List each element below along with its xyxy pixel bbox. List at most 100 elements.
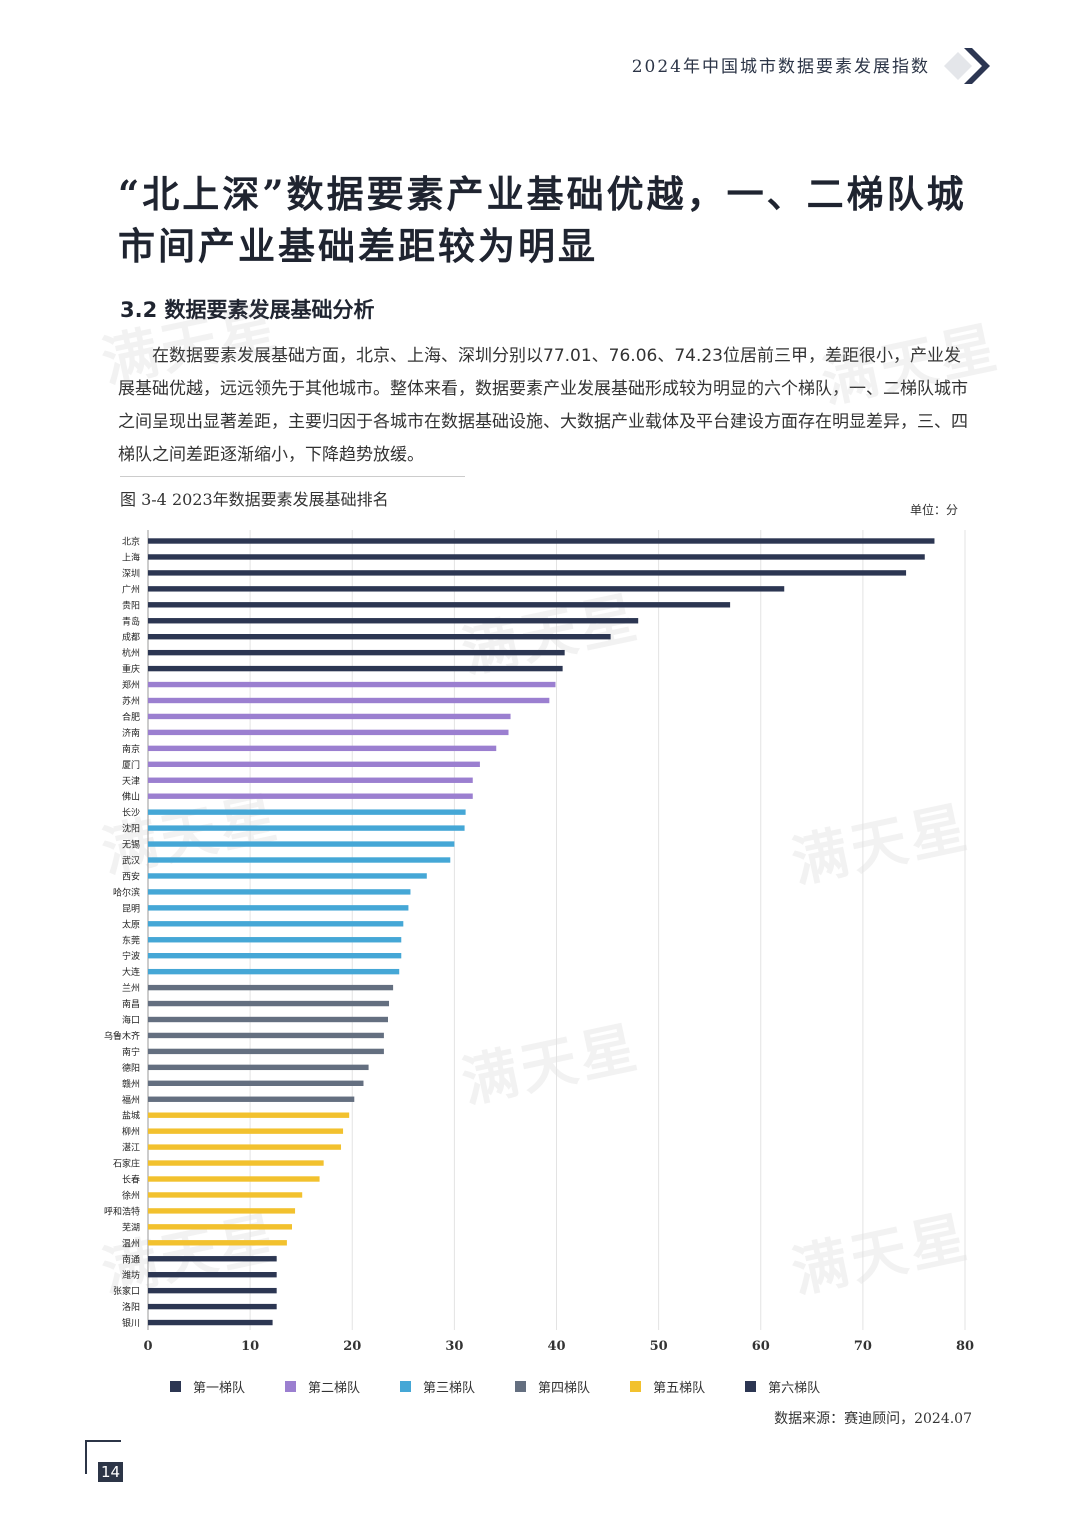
category-label: 南昌 xyxy=(122,998,140,1010)
figure-caption: 图 3-4 2023年数据要素发展基础排名 xyxy=(120,490,389,509)
category-label: 盐城 xyxy=(122,1110,140,1122)
category-label: 赣州 xyxy=(122,1078,140,1090)
bar xyxy=(148,1128,344,1134)
legend-item: 第六梯队 xyxy=(745,1377,820,1396)
bar xyxy=(148,857,451,863)
bar xyxy=(148,602,731,608)
category-label: 济南 xyxy=(122,727,140,739)
figure-divider xyxy=(120,476,465,477)
legend-label: 第一梯队 xyxy=(193,1381,246,1396)
category-label: 大连 xyxy=(122,966,140,978)
page-number: 14 xyxy=(98,1462,124,1482)
bar xyxy=(148,1256,277,1262)
category-label: 杭州 xyxy=(122,647,140,659)
bar xyxy=(148,953,402,959)
category-label: 合肥 xyxy=(122,711,140,723)
legend-item: 第五梯队 xyxy=(630,1377,705,1396)
header-logo-icon xyxy=(944,48,990,84)
bar xyxy=(148,554,925,560)
category-label: 德阳 xyxy=(122,1062,140,1074)
category-label: 湛江 xyxy=(122,1143,140,1154)
bar xyxy=(148,1064,369,1071)
category-label: 张家口 xyxy=(113,1285,140,1297)
bar xyxy=(148,793,473,799)
bar xyxy=(148,937,402,943)
bar xyxy=(148,1048,384,1055)
legend-swatch xyxy=(515,1381,527,1392)
bar xyxy=(148,713,511,720)
header-title: 2024年中国城市数据要素发展指数 xyxy=(631,57,930,77)
bar xyxy=(148,665,563,672)
bar-chart: 0 10 20 30 40 50 60 70 80 北京上海深圳广州贵阳青岛成都杭州重庆郑州苏州合… xyxy=(104,530,974,1354)
page-number-frame xyxy=(85,1440,121,1474)
category-label: 郑州 xyxy=(122,679,140,691)
category-label: 长沙 xyxy=(122,807,140,819)
legend-swatch xyxy=(285,1381,297,1392)
bar xyxy=(148,729,509,736)
category-label: 广州 xyxy=(122,583,140,595)
body-paragraph: 在数据要素发展基础方面，北京、上海、深圳分别以77.01、76.06、74.23… xyxy=(118,346,968,465)
category-label: 乌鲁木齐 xyxy=(104,1030,140,1042)
category-label: 芜湖 xyxy=(122,1221,140,1233)
x-tick-label: 50 xyxy=(650,1339,668,1354)
bar xyxy=(148,777,473,783)
bar xyxy=(148,905,409,911)
legend-item: 第四梯队 xyxy=(515,1377,590,1396)
bar xyxy=(148,1176,320,1182)
legend-item: 第三梯队 xyxy=(400,1377,475,1396)
bar xyxy=(148,1272,277,1278)
bar xyxy=(148,570,907,576)
bar xyxy=(148,745,497,752)
category-label: 太原 xyxy=(122,918,140,930)
category-label: 北京 xyxy=(122,536,140,548)
category-label: 武汉 xyxy=(122,855,140,867)
category-label: 成都 xyxy=(122,631,140,643)
category-label: 苏州 xyxy=(122,695,140,707)
page-title: “北上深”数据要素产业基础优越，一、二梯队城市间产业基础差距较为明显 xyxy=(118,172,967,268)
bar xyxy=(148,1000,390,1007)
category-label: 柳州 xyxy=(122,1126,140,1138)
category-label: 福州 xyxy=(122,1094,140,1106)
category-label: 石家庄 xyxy=(113,1158,140,1170)
category-label: 呼和浩特 xyxy=(104,1205,140,1217)
bar xyxy=(148,1160,324,1166)
x-tick-label: 60 xyxy=(752,1339,770,1354)
category-label: 天津 xyxy=(122,776,140,787)
legend-label: 第六梯队 xyxy=(768,1381,821,1396)
category-label: 沈阳 xyxy=(122,823,140,835)
bar xyxy=(148,1240,287,1246)
legend-swatch xyxy=(170,1381,181,1392)
legend-swatch xyxy=(630,1381,642,1392)
legend-label: 第二梯队 xyxy=(308,1381,361,1396)
category-label: 洛阳 xyxy=(122,1301,140,1313)
category-label: 长春 xyxy=(122,1174,140,1186)
category-label: 徐州 xyxy=(122,1189,140,1201)
category-label: 银川 xyxy=(122,1317,140,1329)
bar xyxy=(148,681,556,688)
bar xyxy=(148,1016,388,1023)
legend-item: 第一梯队 xyxy=(170,1377,245,1396)
section-heading: 3.2 数据要素发展基础分析 xyxy=(120,298,375,322)
legend-swatch xyxy=(400,1381,412,1392)
bar xyxy=(148,1208,296,1214)
bar xyxy=(148,586,785,592)
category-label: 重庆 xyxy=(122,663,140,675)
category-label: 南通 xyxy=(122,1253,140,1265)
category-label: 厦门 xyxy=(122,759,140,771)
bar xyxy=(148,984,394,991)
bar xyxy=(148,1144,342,1150)
bar xyxy=(148,1080,364,1086)
category-label: 昆明 xyxy=(122,903,140,914)
chart-unit: 单位：分 xyxy=(909,503,958,517)
category-label: 青岛 xyxy=(122,615,140,627)
category-label: 上海 xyxy=(122,551,140,563)
category-label: 东莞 xyxy=(122,934,140,946)
category-label: 宁波 xyxy=(122,950,140,962)
category-label: 无锡 xyxy=(122,840,140,851)
category-label: 哈尔滨 xyxy=(113,886,140,898)
x-tick-label: 80 xyxy=(956,1339,974,1354)
category-label: 深圳 xyxy=(122,568,140,579)
bar xyxy=(148,1303,277,1310)
category-label: 潍坊 xyxy=(122,1269,140,1281)
bar xyxy=(148,873,427,879)
